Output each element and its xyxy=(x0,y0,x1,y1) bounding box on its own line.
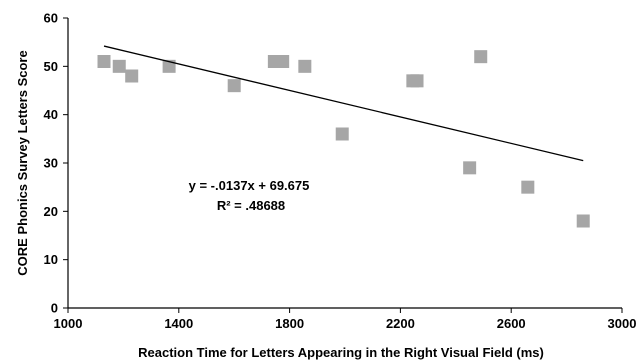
data-point xyxy=(577,215,590,228)
y-tick-label: 0 xyxy=(51,301,58,316)
trendline-equation: y = -.0137x + 69.675 xyxy=(189,178,310,193)
y-tick-label: 10 xyxy=(44,252,58,267)
y-tick-label: 50 xyxy=(44,59,58,74)
x-tick-label: 1800 xyxy=(275,316,304,331)
data-points xyxy=(98,50,590,227)
data-point xyxy=(474,50,487,63)
x-axis-title: Reaction Time for Letters Appearing in t… xyxy=(138,345,544,360)
data-point xyxy=(336,128,349,141)
data-point xyxy=(463,161,476,174)
x-tick-label: 2200 xyxy=(386,316,415,331)
r-squared-label: R² = .48688 xyxy=(217,198,285,213)
x-axis-ticks: 1000 1400 1800 2200 2600 3000 xyxy=(54,308,637,331)
data-point xyxy=(98,55,111,68)
x-tick-label: 1400 xyxy=(164,316,193,331)
y-tick-label: 30 xyxy=(44,156,58,171)
x-tick-label: 1000 xyxy=(54,316,83,331)
data-point xyxy=(228,79,241,92)
x-tick-label: 3000 xyxy=(608,316,637,331)
x-tick-label: 2600 xyxy=(497,316,526,331)
trendline xyxy=(104,46,583,161)
data-point xyxy=(298,60,311,73)
y-tick-label: 40 xyxy=(44,107,58,122)
y-tick-label: 20 xyxy=(44,204,58,219)
y-axis-title: CORE Phonics Survey Letters Score xyxy=(15,50,30,275)
y-axis-ticks: 0 10 20 30 40 50 60 xyxy=(44,11,68,316)
data-point xyxy=(521,181,534,194)
data-point xyxy=(276,55,289,68)
data-point xyxy=(411,74,424,87)
y-tick-label: 60 xyxy=(44,11,58,26)
data-point xyxy=(113,60,126,73)
data-point xyxy=(125,70,138,83)
